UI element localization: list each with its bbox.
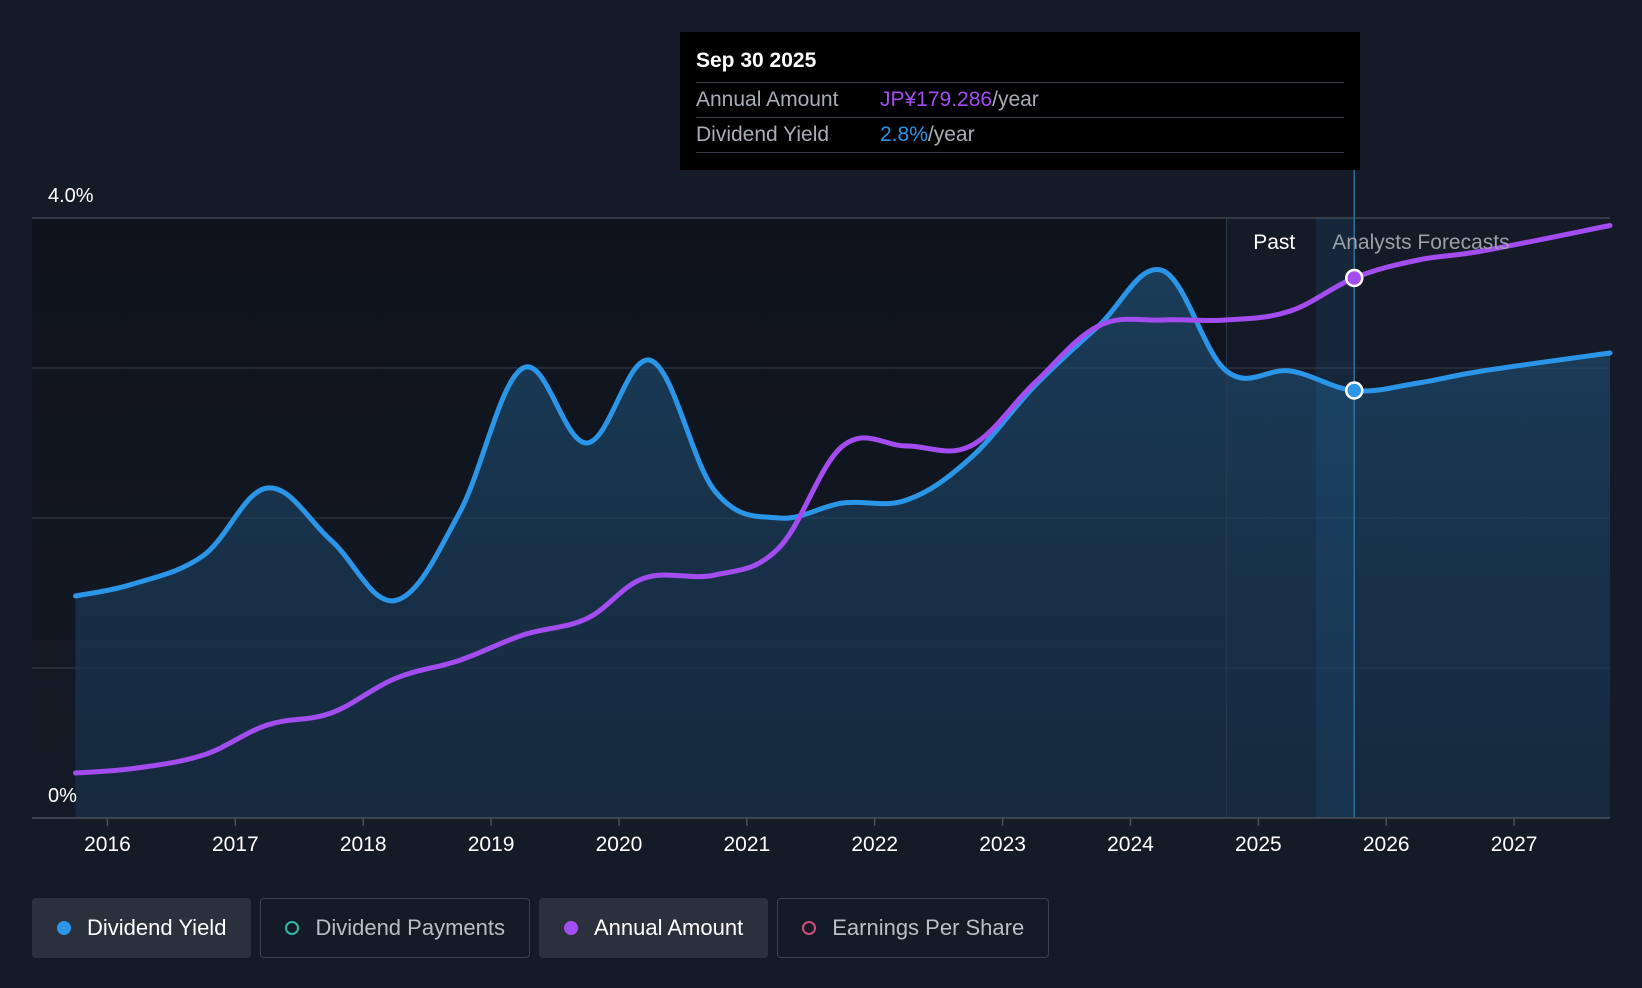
- series-marker: [1344, 381, 1364, 400]
- forecast-region-label: Analysts Forecasts: [1332, 231, 1509, 254]
- x-tick-label: 2021: [723, 833, 770, 856]
- tooltip-value: JP¥179.286: [880, 88, 993, 111]
- legend-dividend-payments[interactable]: Dividend Payments: [260, 898, 530, 958]
- tooltip-unit: /year: [992, 88, 1039, 111]
- tooltip-date: Sep 30 2025: [696, 46, 1344, 83]
- tooltip-label: Dividend Yield: [696, 123, 830, 146]
- x-tick-label: 2025: [1235, 833, 1282, 856]
- legend-dot-icon: [563, 921, 578, 935]
- tooltip-unit: /year: [927, 123, 975, 146]
- past-region-label: Past: [1253, 231, 1295, 254]
- annual-amount-line: [73, 223, 1613, 776]
- legend-dividend-yield[interactable]: Dividend Yield: [32, 898, 252, 958]
- x-tick-label: 2024: [1107, 833, 1154, 856]
- x-tick-label: 2017: [212, 833, 259, 856]
- legend-dot-icon: [285, 921, 300, 935]
- chart-tooltip: Sep 30 2025 Annual Amount JP¥179.286 /ye…: [680, 32, 1360, 170]
- legend-dot-icon: [57, 921, 71, 935]
- dividend-yield-line: [73, 267, 1613, 604]
- y-axis-label-top: 4.0%: [48, 185, 94, 207]
- legend-label: Annual Amount: [593, 915, 744, 940]
- x-tick-label: 2018: [340, 833, 387, 856]
- x-tick-label: 2020: [596, 833, 643, 856]
- x-tick-label: 2026: [1363, 833, 1410, 856]
- legend-earnings-per-share[interactable]: Earnings Per Share: [777, 898, 1050, 958]
- hover-highlight-band: [1315, 218, 1355, 818]
- tooltip-row-annual-amount: Annual Amount JP¥179.286 /year: [696, 83, 1344, 118]
- x-tick-label: 2016: [84, 833, 131, 856]
- legend-label: Dividend Payments: [315, 915, 505, 940]
- tooltip-row-dividend-yield: Dividend Yield 2.8% /year: [696, 118, 1344, 153]
- legend-label: Earnings Per Share: [832, 915, 1025, 940]
- chart-legend: Dividend Yield Dividend Payments Annual …: [32, 898, 1050, 958]
- tooltip-value: 2.8%: [880, 123, 928, 146]
- x-tick-label: 2027: [1491, 833, 1538, 856]
- legend-dot-icon: [802, 921, 817, 935]
- x-tick-label: 2022: [851, 833, 898, 856]
- x-tick-label: 2019: [468, 833, 515, 856]
- y-axis-label-bottom: 0%: [48, 785, 77, 807]
- legend-label: Dividend Yield: [87, 915, 227, 940]
- legend-annual-amount[interactable]: Annual Amount: [538, 898, 769, 958]
- series-marker: [1344, 268, 1364, 288]
- tooltip-label: Annual Amount: [696, 88, 839, 111]
- x-tick-label: 2023: [979, 833, 1026, 856]
